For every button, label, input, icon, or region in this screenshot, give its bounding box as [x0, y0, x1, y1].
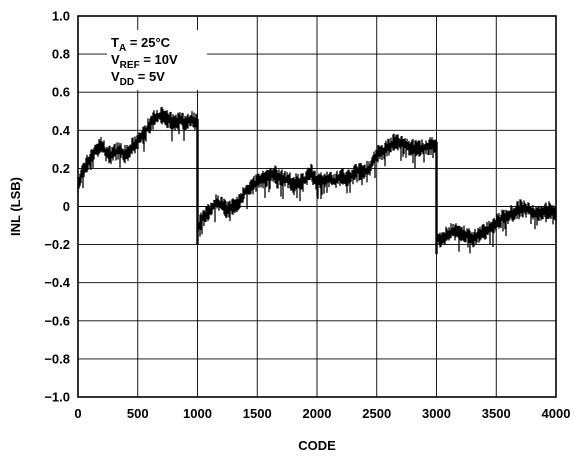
condition-line: VREF = 10V: [111, 52, 178, 71]
y-tick-label: 0.8: [52, 47, 70, 62]
y-tick-label: 0.6: [52, 85, 70, 100]
x-tick-label: 2000: [303, 406, 332, 421]
y-tick-label: 0.4: [52, 123, 71, 138]
x-tick-labels: 0 500 1000 1500 2000 2500 3000 3500 4000: [74, 406, 570, 421]
y-axis-title: INL (LSB): [8, 177, 23, 236]
x-tick-label: 4000: [542, 406, 571, 421]
conditions-box: [107, 30, 207, 90]
y-tick-label: 0.2: [52, 161, 70, 176]
y-tick-labels: −1.0 −0.8 −0.6 −0.4 −0.2 0 0.2 0.4 0.6 0.8 1.0: [44, 9, 70, 405]
x-tick-label: 0: [74, 406, 81, 421]
x-tick-label: 3000: [422, 406, 451, 421]
y-tick-label: −0.6: [44, 313, 70, 328]
plot-frame: [77, 15, 557, 398]
x-tick-label: 500: [127, 406, 149, 421]
y-tick-label: 1.0: [52, 9, 70, 24]
x-tick-label: 3500: [482, 406, 511, 421]
condition-line: VDD = 5V: [111, 69, 165, 88]
x-axis-title: CODE: [298, 438, 336, 453]
y-tick-label: −0.8: [44, 351, 70, 366]
y-tick-label: −0.4: [44, 275, 70, 290]
y-tick-label: −0.2: [44, 237, 70, 252]
y-tick-label: −1.0: [44, 390, 70, 405]
condition-line: TA = 25°C: [111, 35, 171, 54]
x-tick-label: 1500: [243, 406, 272, 421]
x-tick-label: 2500: [362, 406, 391, 421]
x-tick-label: 1000: [183, 406, 212, 421]
y-tick-label: 0: [63, 199, 70, 214]
